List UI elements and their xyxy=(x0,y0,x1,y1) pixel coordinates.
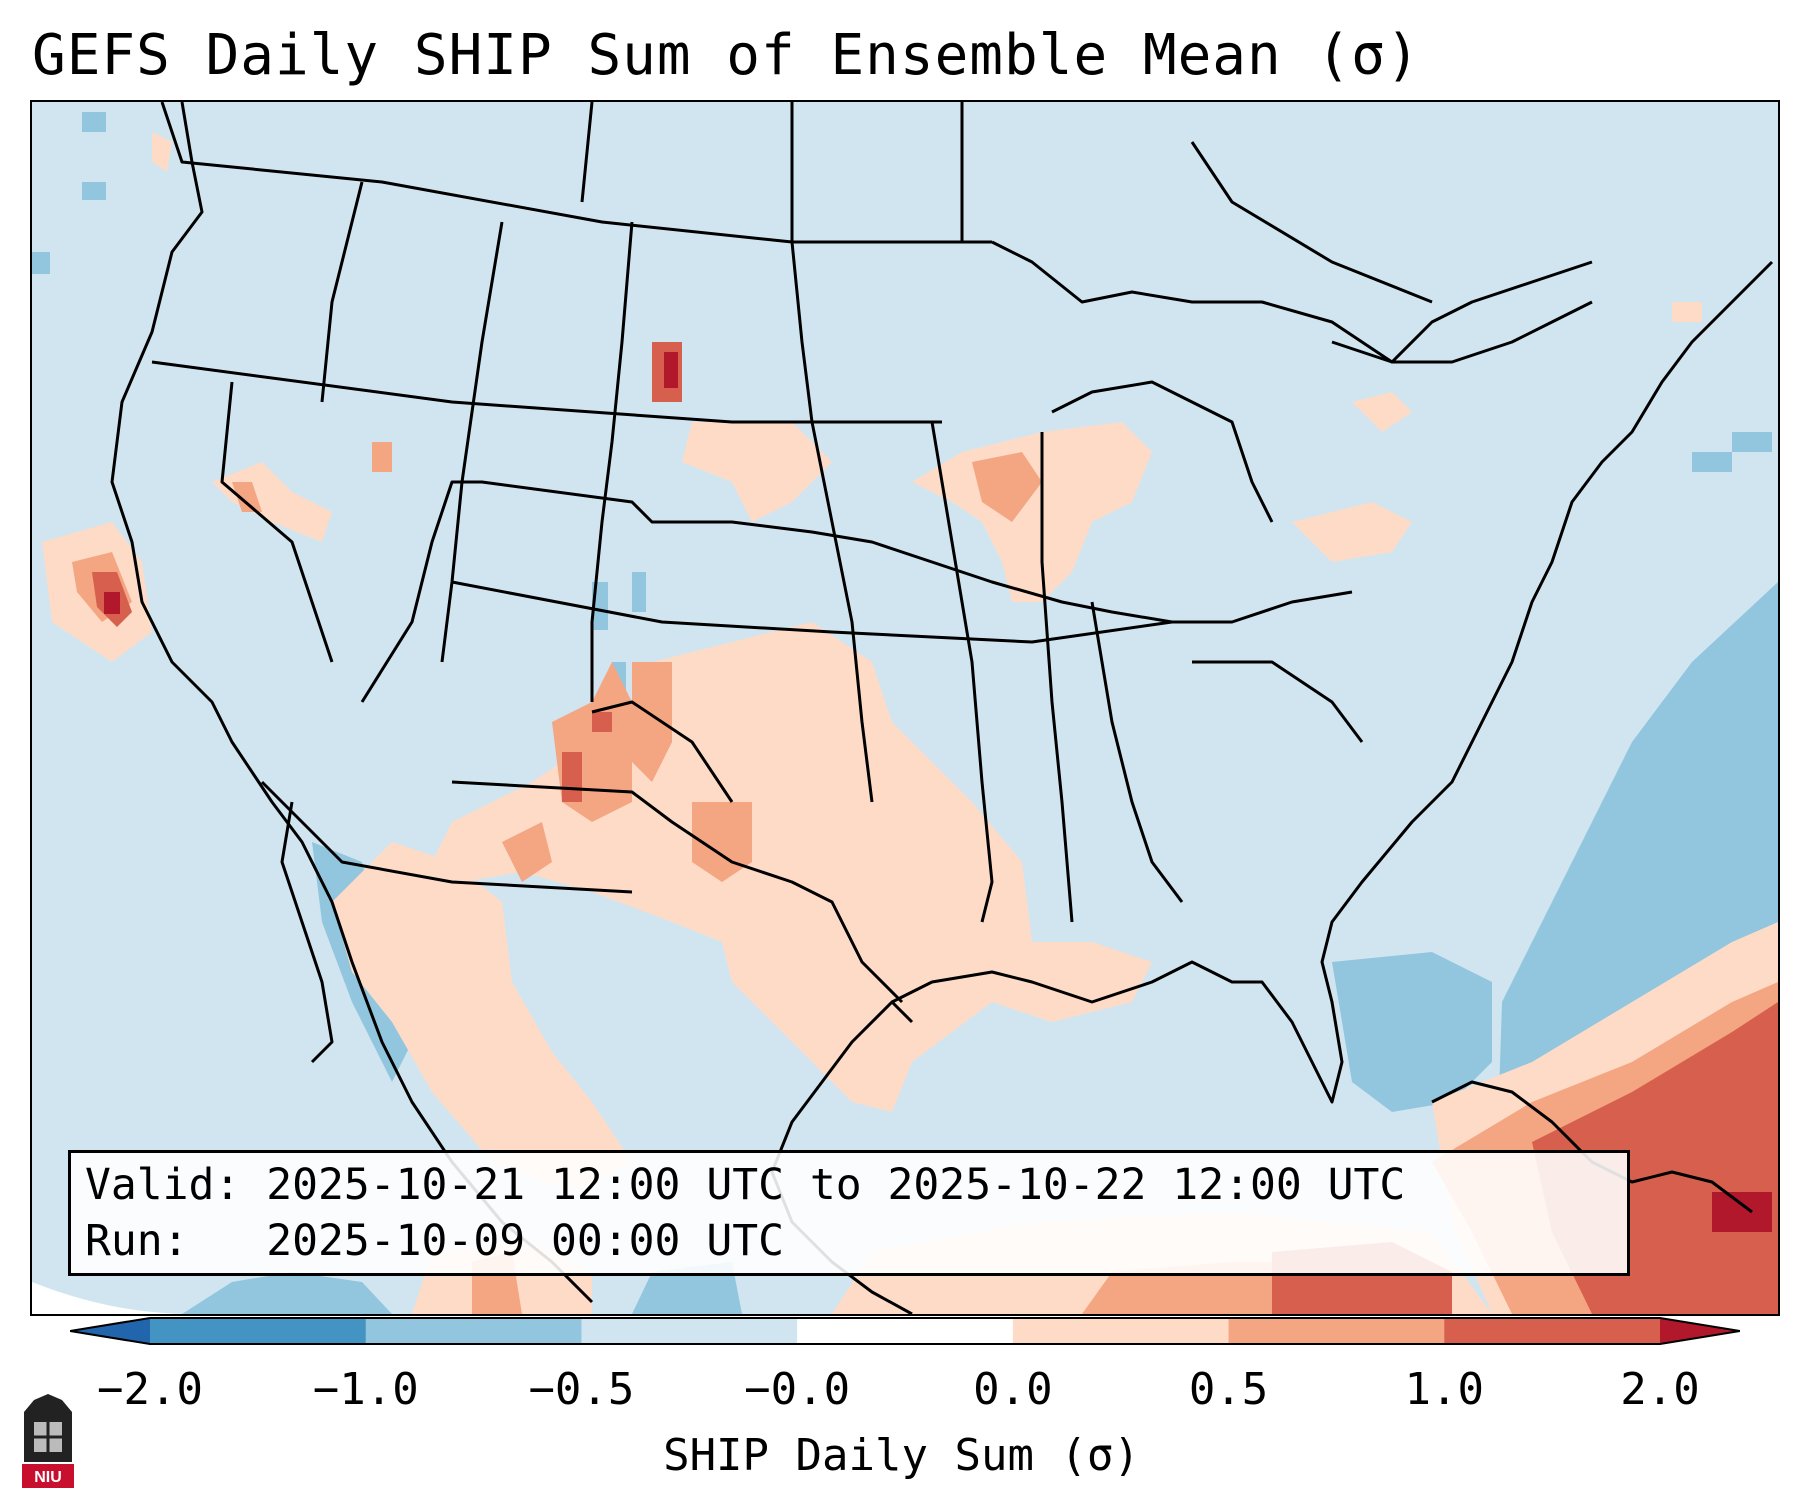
new-mexico-strong-cell xyxy=(592,712,612,732)
colorbar-extend-high xyxy=(1660,1318,1740,1344)
pacific-negative-cell xyxy=(82,182,106,200)
tick-label: −0.5 xyxy=(528,1364,635,1415)
south-border xyxy=(451,580,1173,644)
colorado-negative-cell xyxy=(632,572,646,612)
colorbar-outline xyxy=(70,1317,1740,1345)
colorbar-segments xyxy=(150,1318,1661,1344)
gulf-florida-negative-region xyxy=(1332,952,1492,1112)
colorbar-segment xyxy=(1012,1318,1230,1344)
nevada-medium-cell xyxy=(232,482,262,512)
appalachian-border xyxy=(1040,432,1074,923)
illinois-positive-region xyxy=(972,452,1042,522)
nebraska-positive-region xyxy=(682,422,832,522)
ohio-valley-positive-region xyxy=(1292,502,1412,562)
pacific-negative-cell xyxy=(82,112,106,132)
atlantic-negative-cell xyxy=(1732,432,1772,452)
south-dakota-extreme-cell xyxy=(664,352,678,388)
logo-text: NIU xyxy=(34,1469,62,1486)
tick-label: 2.0 xyxy=(1620,1364,1700,1415)
carolina-border xyxy=(1192,660,1364,743)
maine-positive-cell xyxy=(1672,302,1702,322)
california-extreme-cell xyxy=(104,592,120,614)
tick-label: 1.0 xyxy=(1404,1364,1485,1415)
positive-anomaly-extreme-layer xyxy=(104,352,1772,1232)
chart-title: GEFS Daily SHIP Sum of Ensemble Mean (σ) xyxy=(32,23,1421,88)
nevada-border xyxy=(220,381,334,663)
colorbar-segment xyxy=(365,1318,582,1344)
utah-medium-cell xyxy=(372,442,392,472)
colorbar-extend-low xyxy=(70,1318,150,1344)
colorbar-segment xyxy=(1444,1318,1661,1344)
tick-label: 0.5 xyxy=(1188,1364,1269,1415)
washington-positive-cell xyxy=(152,132,172,172)
tick-label: 0.0 xyxy=(973,1364,1053,1415)
tick-label: −2.0 xyxy=(97,1364,203,1415)
gulf-coast-positive-region xyxy=(992,942,1152,1022)
atlantic-negative-cell xyxy=(1692,452,1732,472)
border-line xyxy=(151,360,942,424)
tick-label: −0.0 xyxy=(744,1364,851,1415)
west-texas-positive-region xyxy=(692,802,752,882)
run-time-text: Run: 2025-10-09 00:00 UTC xyxy=(85,1216,784,1266)
georgia-border xyxy=(1090,601,1184,903)
mountain-border xyxy=(440,221,504,663)
colorbar-segment xyxy=(797,1318,1014,1344)
logo-banner xyxy=(22,1464,74,1488)
plains-west-border xyxy=(590,221,634,702)
gulf-west-coastline xyxy=(770,1000,914,1314)
chihuahua-medium-region xyxy=(502,822,552,882)
projection-edge xyxy=(32,1282,192,1314)
canada-border xyxy=(160,102,992,244)
mississippi-border xyxy=(930,421,994,923)
atlantic-gulf-coastline xyxy=(891,260,1774,1104)
mexico-border xyxy=(260,780,633,894)
tick-label: −1.0 xyxy=(312,1364,419,1415)
texas-panhandle-border xyxy=(591,700,734,803)
pacific-south-negative-region xyxy=(182,1272,392,1314)
pacific-negative-cell xyxy=(32,252,50,274)
colorbar-segment xyxy=(581,1318,798,1344)
central-border xyxy=(360,480,1353,703)
map-panel: Valid: 2025-10-21 12:00 UTC to 2025-10-2… xyxy=(30,100,1780,1316)
plains-east-border xyxy=(790,241,874,803)
logo-window-frame xyxy=(34,1422,62,1452)
caribbean-extreme-cell xyxy=(1712,1192,1772,1232)
colorbar-segment xyxy=(150,1318,367,1344)
colorbar xyxy=(70,1317,1740,1345)
valid-time-text: Valid: 2025-10-21 12:00 UTC to 2025-10-2… xyxy=(85,1160,1406,1210)
great-lakes-positive-region xyxy=(1352,392,1412,432)
mexico-positive-region xyxy=(332,842,632,1192)
texas-border xyxy=(451,780,904,1004)
map-boundaries xyxy=(110,102,1774,1314)
texas-panhandle-positive-region xyxy=(632,662,672,782)
baja-coastline xyxy=(280,801,334,1064)
canada-province-border xyxy=(580,102,594,203)
colorbar-segment xyxy=(1228,1318,1445,1344)
quebec-border xyxy=(1190,141,1433,304)
great-lakes-border xyxy=(991,240,1593,364)
lakes-border xyxy=(1051,380,1274,523)
colorbar-label: SHIP Daily Sum (σ) xyxy=(663,1430,1140,1481)
northeast-border xyxy=(1331,300,1593,364)
midwest-positive-region xyxy=(912,422,1152,602)
niu-logo: NIU xyxy=(22,1394,74,1488)
pacific-coastline xyxy=(110,102,594,1304)
new-mexico-strong-cell xyxy=(562,752,582,802)
colorbar-ticks: −2.0 −1.0 −0.5 −0.0 0.0 0.5 1.0 2.0 xyxy=(0,1362,1803,1422)
map-svg xyxy=(32,102,1778,1314)
validity-infobox: Valid: 2025-10-21 12:00 UTC to 2025-10-2… xyxy=(68,1150,1630,1276)
idaho-border xyxy=(320,181,364,403)
